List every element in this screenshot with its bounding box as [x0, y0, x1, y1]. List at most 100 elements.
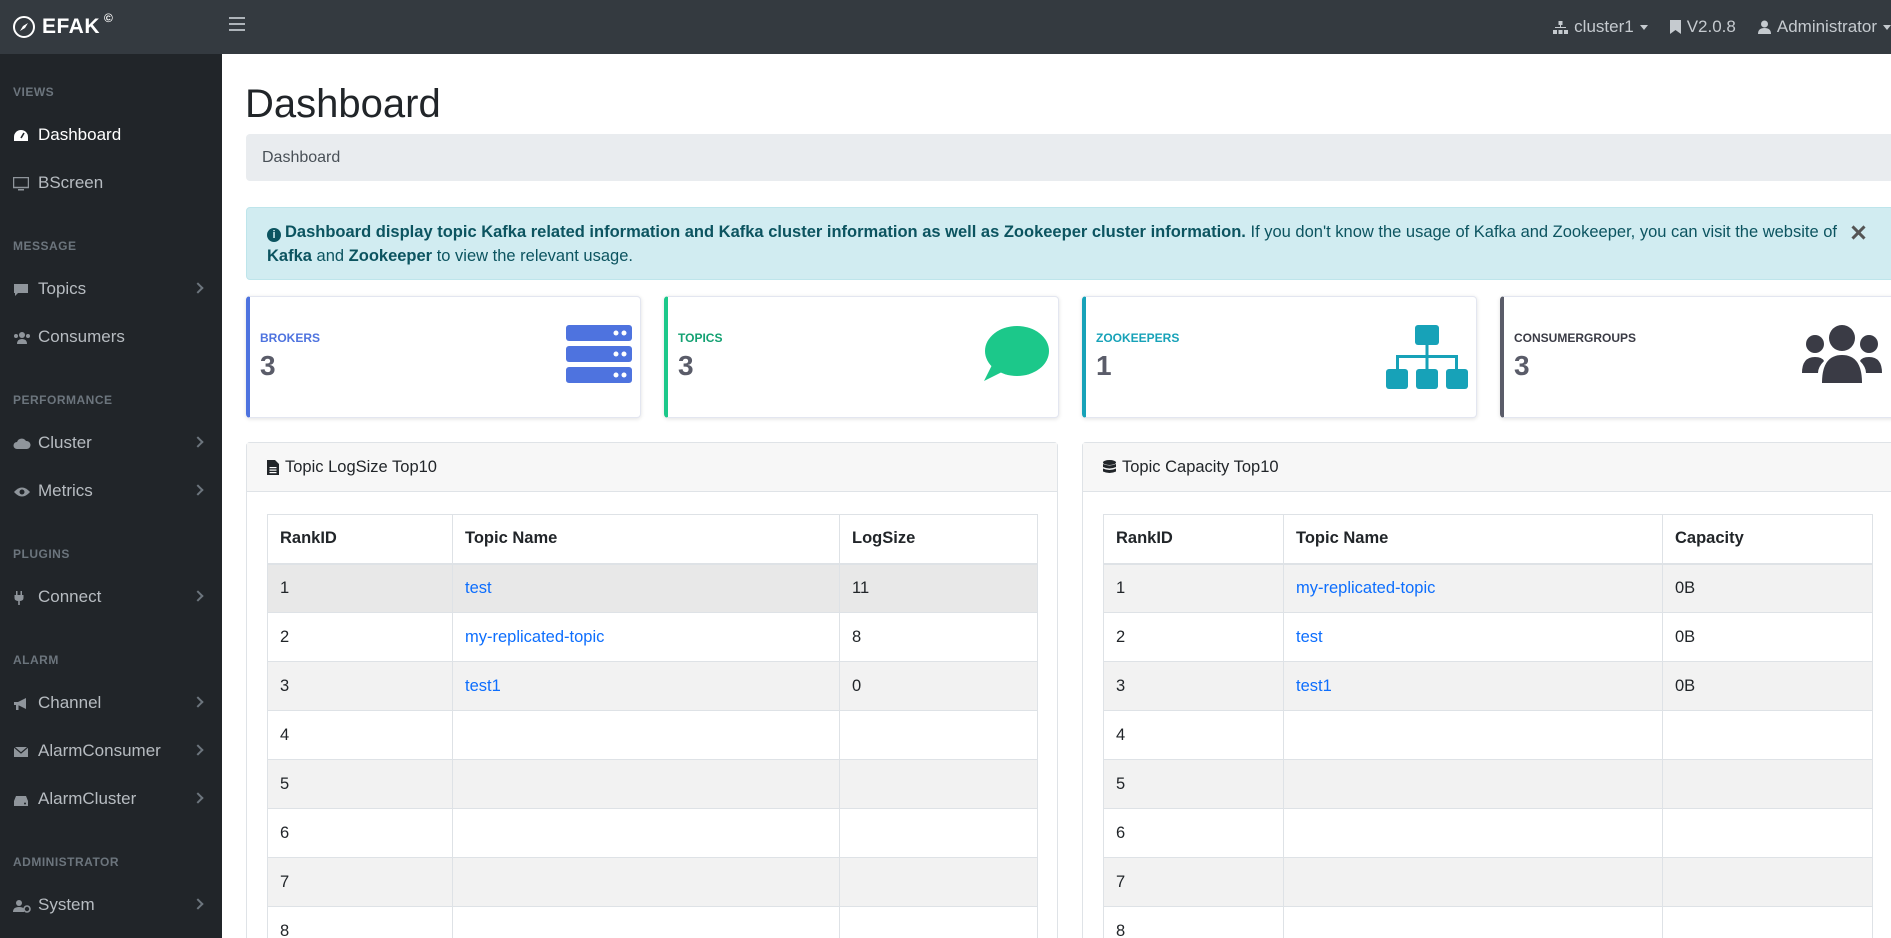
rank-cell: 3 — [267, 661, 453, 711]
capacity-cell — [1662, 857, 1873, 907]
column-header[interactable]: LogSize — [839, 514, 1038, 565]
server-stack-icon — [566, 325, 632, 383]
chevron-right-icon — [192, 898, 204, 910]
zookeepers-card[interactable]: ZOOKEEPERS 1 — [1082, 296, 1477, 418]
column-header[interactable]: RankID — [267, 514, 453, 565]
chevron-right-icon — [192, 590, 204, 602]
capacity-cell — [1662, 906, 1873, 938]
topic-cell: test1 — [452, 661, 840, 711]
database-icon — [1103, 459, 1116, 473]
card-value: 3 — [260, 350, 276, 381]
rank-cell: 4 — [267, 710, 453, 760]
table-row: 6 — [1103, 808, 1873, 858]
capacity-cell — [1662, 759, 1873, 809]
table-row: 7 — [267, 857, 1038, 907]
sidebar-item-connect[interactable]: Connect — [0, 577, 222, 617]
sitemap-small-icon — [1553, 20, 1569, 34]
sidebar-item-bscreen[interactable]: BScreen — [0, 163, 222, 203]
sidebar-item-dashboard[interactable]: Dashboard — [0, 115, 222, 155]
alert-text: If you don't know the usage of Kafka and… — [1245, 223, 1838, 241]
info-icon: i — [267, 228, 281, 242]
brand-logo[interactable]: EFAK © — [12, 0, 115, 54]
topic-link[interactable]: test — [465, 578, 492, 597]
column-header[interactable]: RankID — [1103, 514, 1284, 565]
info-alert: i Dashboard display topic Kafka related i… — [246, 207, 1891, 280]
rank-cell: 8 — [267, 906, 453, 938]
user-dropdown[interactable]: Administrator — [1757, 17, 1891, 37]
user-cog-icon — [13, 898, 31, 913]
plug-icon — [13, 590, 29, 605]
sidebar-item-metrics[interactable]: Metrics — [0, 471, 222, 511]
user-label: Administrator — [1776, 17, 1877, 36]
breadcrumb-item[interactable]: Dashboard — [262, 148, 341, 166]
sidebar-heading-plugins: PLUGINS — [13, 547, 70, 561]
topic-link[interactable]: test1 — [1296, 676, 1332, 695]
brokers-card[interactable]: BROKERS 3 — [246, 296, 641, 418]
topic-link[interactable]: my-replicated-topic — [465, 627, 605, 646]
topic-cell: test1 — [1283, 661, 1663, 711]
sidebar-item-label: Cluster — [38, 433, 92, 452]
sidebar-item-cluster[interactable]: Cluster — [0, 423, 222, 463]
users-group-icon — [1802, 325, 1882, 383]
column-header[interactable]: Capacity — [1662, 514, 1873, 565]
consumergroups-card[interactable]: CONSUMERGROUPS 3 — [1500, 296, 1891, 418]
panel-title: Topic LogSize Top10 — [285, 457, 437, 476]
sidebar-item-topics[interactable]: Topics — [0, 269, 222, 309]
chevron-right-icon — [192, 436, 204, 448]
topic-link[interactable]: test — [1296, 627, 1323, 646]
rank-cell: 1 — [1103, 563, 1284, 613]
version-item[interactable]: V2.0.8 — [1669, 17, 1736, 37]
cluster-dropdown[interactable]: cluster1 — [1553, 17, 1648, 37]
user-icon — [1757, 20, 1771, 34]
topic-cell — [1283, 808, 1663, 858]
panel-header: Topic Capacity Top10 — [1083, 443, 1891, 492]
chevron-down-icon — [1883, 24, 1891, 30]
table-row: 8 — [267, 906, 1038, 938]
topics-card[interactable]: TOPICS 3 — [664, 296, 1059, 418]
sidebar-item-alarmcluster[interactable]: AlarmCluster — [0, 779, 222, 819]
sidebar-item-label: Dashboard — [38, 125, 122, 144]
card-value: 3 — [678, 350, 694, 381]
logsize-cell — [839, 857, 1038, 907]
column-header[interactable]: Topic Name — [452, 514, 840, 565]
table-row: 1 test 11 — [267, 563, 1038, 613]
sidebar-item-label: Connect — [38, 587, 102, 606]
column-header[interactable]: Topic Name — [1283, 514, 1663, 565]
card-label: TOPICS — [678, 331, 723, 345]
kafka-link[interactable]: Kafka — [267, 247, 312, 265]
bookmark-icon — [1669, 20, 1681, 34]
dashboard-icon — [13, 128, 29, 142]
rank-cell: 4 — [1103, 710, 1284, 760]
sidebar-item-system[interactable]: System — [0, 885, 222, 925]
sidebar-item-label: Consumers — [38, 327, 125, 346]
capacity-cell: 0B — [1662, 563, 1873, 613]
brand-name: EFAK — [42, 15, 101, 38]
sidebar-item-channel[interactable]: Channel — [0, 683, 222, 723]
sidebar-item-consumers[interactable]: Consumers — [0, 317, 222, 357]
sidebar-toggle-icon[interactable] — [229, 17, 245, 31]
topic-link[interactable]: my-replicated-topic — [1296, 578, 1436, 597]
rank-cell: 2 — [1103, 612, 1284, 662]
capacity-cell — [1662, 808, 1873, 858]
table-row: 6 — [267, 808, 1038, 858]
cloud-icon — [13, 436, 31, 450]
envelope-icon — [13, 744, 29, 758]
alert-text: to view the relevant usage. — [432, 247, 633, 265]
sidebar-item-alarmconsumer[interactable]: AlarmConsumer — [0, 731, 222, 771]
rank-cell: 6 — [267, 808, 453, 858]
capacity-table: RankID Topic Name Capacity 1 my-replicat… — [1103, 514, 1873, 938]
topic-cell — [452, 857, 840, 907]
capacity-panel: Topic Capacity Top10 RankID Topic Name C… — [1082, 442, 1891, 938]
version-label: V2.0.8 — [1686, 17, 1736, 36]
logsize-cell: 11 — [839, 563, 1038, 613]
panel-header: Topic LogSize Top10 — [247, 443, 1057, 492]
card-value: 3 — [1514, 350, 1530, 381]
zookeeper-link[interactable]: Zookeeper — [348, 247, 433, 265]
sidebar-item-label: AlarmCluster — [38, 789, 137, 808]
topic-link[interactable]: test1 — [465, 676, 501, 695]
close-icon[interactable] — [1851, 225, 1865, 239]
chevron-right-icon — [192, 696, 204, 708]
topic-cell — [1283, 857, 1663, 907]
top-navbar: EFAK © cluster1 V2.0.8 — [0, 0, 1891, 54]
sitemap-icon — [1386, 325, 1468, 389]
